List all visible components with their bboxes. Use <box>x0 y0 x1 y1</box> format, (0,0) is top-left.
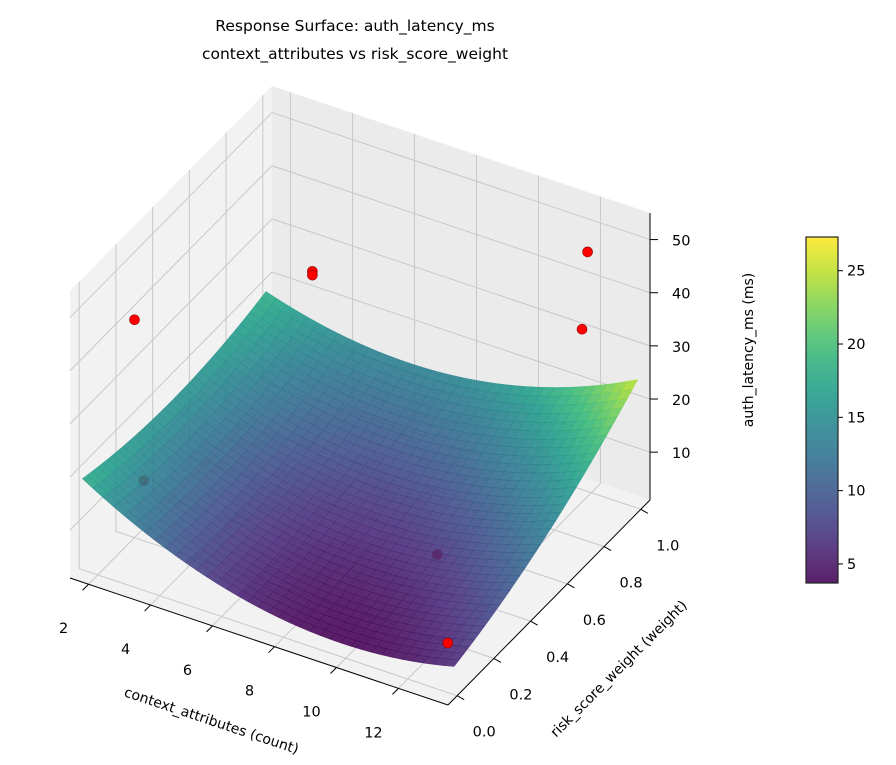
x-tick <box>268 646 275 654</box>
gridline-z <box>69 218 273 425</box>
gridline-z <box>271 218 651 347</box>
z-axis-label: auth_latency_ms (ms) <box>741 273 757 427</box>
y-tick-label: 1.0 <box>656 538 679 554</box>
x-tick-label: 2 <box>59 621 68 637</box>
y-tick <box>603 546 612 552</box>
x-tick-label: 12 <box>364 725 382 741</box>
scatter-point <box>442 637 454 649</box>
y-tick-label: 0.8 <box>620 576 643 592</box>
colorbar-tick-label: 5 <box>847 557 856 573</box>
y-tick <box>493 657 502 663</box>
y-tick <box>530 620 538 626</box>
y-axis-line <box>447 499 651 706</box>
gridline-y <box>79 568 458 697</box>
x-tick-label: 10 <box>302 705 320 721</box>
gridline-z <box>69 271 273 478</box>
x-axis-label: context_attributes (count) <box>122 685 301 758</box>
z-tick-label: 30 <box>672 340 690 356</box>
colorbar-tick-label: 15 <box>847 410 865 426</box>
x-axis-line <box>69 577 449 706</box>
z-tick-label: 10 <box>672 446 690 462</box>
colorbar-tick-label: 10 <box>847 484 865 500</box>
x-tick-label: 8 <box>245 684 254 700</box>
gridline-z <box>271 271 651 400</box>
x-tick <box>82 583 89 591</box>
z-tick-label: 50 <box>672 234 690 250</box>
x-tick-label: 4 <box>121 642 130 658</box>
y-tick <box>567 583 575 589</box>
gridline-z <box>271 165 651 294</box>
gridline-z <box>271 112 651 241</box>
chart-subtitle: context_attributes vs risk_score_weight <box>202 45 508 64</box>
scatter-point <box>582 246 593 258</box>
gridline-z <box>69 165 273 372</box>
x-tick <box>206 625 213 633</box>
x-tick <box>330 667 337 674</box>
y-tick <box>456 695 465 701</box>
y-tick-label: 0.0 <box>473 725 496 741</box>
gridline-z <box>69 112 273 318</box>
scatter-point <box>129 314 140 326</box>
y-tick-label: 0.2 <box>509 687 532 703</box>
z-tick-label: 20 <box>672 393 690 409</box>
y-axis-label: risk_score_weight (weight) <box>548 598 691 741</box>
y-tick-label: 0.6 <box>583 613 606 629</box>
colorbar-tick-label: 25 <box>847 264 865 280</box>
surface-patch <box>443 658 460 667</box>
z-tick-label: 40 <box>672 287 690 303</box>
colorbar <box>805 236 839 584</box>
x-tick <box>392 687 399 695</box>
x-tick-label: 6 <box>183 663 192 679</box>
colorbar-tick-label: 20 <box>847 337 865 353</box>
y-tick-label: 0.4 <box>546 650 569 666</box>
y-tick <box>640 508 649 514</box>
x-tick <box>144 604 151 612</box>
scatter-point <box>576 323 588 335</box>
scatter-point <box>307 269 318 281</box>
chart-title: Response Surface: auth_latency_ms <box>215 17 494 36</box>
